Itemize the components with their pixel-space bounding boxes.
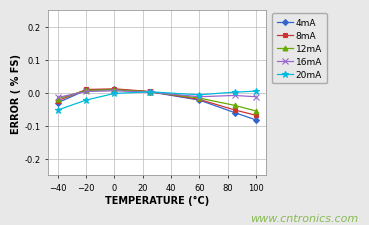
8mA [112,88,117,91]
4mA [197,99,201,102]
16mA [56,97,60,99]
20mA [56,109,60,112]
Legend: 4mA, 8mA, 12mA, 16mA, 20mA: 4mA, 8mA, 12mA, 16mA, 20mA [272,14,327,84]
20mA [84,99,88,102]
Y-axis label: ERROR ( % FS): ERROR ( % FS) [11,54,21,133]
4mA [254,119,258,122]
16mA [84,91,88,93]
4mA [84,89,88,92]
8mA [84,89,88,91]
8mA [232,109,237,112]
16mA [232,95,237,97]
4mA [148,91,152,94]
8mA [148,91,152,93]
8mA [254,114,258,117]
20mA [148,91,152,94]
16mA [148,91,152,94]
Line: 8mA: 8mA [56,87,258,118]
16mA [254,96,258,99]
16mA [112,90,117,93]
X-axis label: TEMPERATURE (°C): TEMPERATURE (°C) [105,195,209,205]
Line: 16mA: 16mA [55,89,259,101]
20mA [197,94,201,97]
Line: 20mA: 20mA [54,88,259,114]
20mA [254,90,258,93]
Line: 4mA: 4mA [56,88,258,122]
16mA [197,96,201,99]
20mA [112,93,117,95]
4mA [56,102,60,105]
12mA [197,97,201,100]
12mA [148,91,152,94]
12mA [254,110,258,113]
8mA [56,100,60,103]
4mA [112,89,117,91]
Line: 12mA: 12mA [55,88,258,114]
12mA [232,104,237,107]
20mA [232,91,237,94]
4mA [232,112,237,115]
12mA [84,90,88,92]
12mA [56,98,60,101]
12mA [112,89,117,92]
Text: www.cntronics.com: www.cntronics.com [250,213,358,223]
8mA [197,99,201,101]
